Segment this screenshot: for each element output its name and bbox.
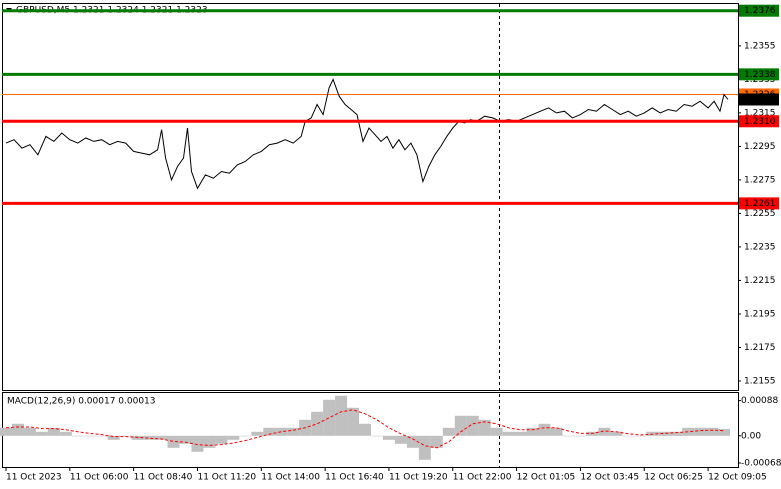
y-tick-label: 1.2155 [744,376,776,386]
level-label-box [739,115,779,128]
macd-bar [311,411,324,436]
macd-bar [347,407,360,436]
macd-bar [83,435,96,437]
macd-bar [71,435,84,437]
x-tick-label: 11 Oct 14:00 [261,473,320,483]
macd-title: MACD(12,26,9) 0.00017 0.00013 [7,397,156,407]
y-tick-label: 1.2255 [744,209,776,219]
macd-bar [418,435,431,460]
macd-bar [23,427,36,436]
y-tick-label: 1.2235 [744,242,776,252]
last-price-box [739,93,779,106]
macd-bar [454,415,467,436]
macd-bar [215,435,228,444]
macd-bar [179,435,192,444]
macd-bar [191,435,204,452]
macd-bar [658,431,671,436]
signal-line [5,409,725,449]
macd-bar [251,431,264,436]
macd-bar [670,431,683,436]
macd-bar [394,435,407,444]
macd-bar [59,431,72,436]
x-tick-label: 11 Oct 11:20 [197,473,256,483]
macd-bar [227,435,240,440]
macd-bar [430,435,443,448]
y-tick-label: 1.2215 [744,276,776,286]
macd-bar [718,429,731,436]
x-tick-label: 12 Oct 09:05 [708,473,767,483]
macd-bar [382,435,395,440]
y-tick-label: -0.00068 [741,459,781,469]
y-tick-label: 1.2295 [744,142,776,152]
macd-bar [694,427,707,436]
level-label: 1.2261 [744,199,776,209]
macd-bar [538,423,551,436]
macd-bar [47,427,60,436]
level-label: 1.2376 [744,6,776,16]
y-tick-label: 1.2275 [744,175,776,185]
price-line [5,78,729,190]
x-tick-label: 12 Oct 01:05 [517,473,576,483]
x-tick-label: 11 Oct 16:40 [325,473,384,483]
macd-bar [167,435,180,448]
macd-bar [442,427,455,436]
y-tick-label: 0.00088 [741,396,778,406]
level-label-box [739,68,779,81]
macd-bar [562,435,575,437]
macd-bar [706,427,719,436]
macd-bar [203,435,216,448]
macd-bar [574,435,587,437]
macd-bar [263,427,276,436]
macd-bar [550,427,563,436]
last-price-label: 1.2323 [744,95,776,105]
level-label-box [739,4,779,17]
macd-bar [634,435,647,437]
x-tick-label: 11 Oct 08:40 [134,473,193,483]
macd-bar [610,431,623,436]
level-label: 1.2338 [744,70,776,80]
x-tick-label: 12 Oct 03:45 [580,473,639,483]
macd-bar [406,435,419,448]
macd-bar [490,427,503,436]
macd-bar [11,423,24,436]
x-tick-label: 12 Oct 06:25 [644,473,703,483]
macd-bar [95,435,108,437]
y-tick-label: 1.2355 [744,41,776,51]
macd-bar [0,427,12,436]
macd-bar [323,399,336,436]
macd-bar [478,419,491,436]
price-frame [2,3,739,391]
macd-bar [526,427,539,436]
macd-bar [598,427,611,436]
y-tick-label: 1.2195 [744,309,776,319]
y-tick-label: 1.2315 [744,108,776,118]
macd-bar [107,435,120,440]
macd-bar [287,427,300,436]
x-tick-label: 11 Oct 19:20 [389,473,448,483]
macd-bar [119,435,132,437]
macd-bar [35,431,48,436]
x-tick-label: 11 Oct 22:00 [453,473,512,483]
macd-bar [335,395,348,436]
y-tick-label: 1.2175 [744,343,776,353]
macd-bar [622,435,635,437]
macd-bar [239,435,252,437]
macd-bar [143,435,156,440]
x-tick-label: 11 Oct 06:00 [70,473,129,483]
macd-bar [466,415,479,436]
macd-bar [155,435,168,440]
x-tick-label: 11 Oct 2023 [6,473,62,483]
macd-bar [359,423,372,436]
macd-bar [370,435,383,437]
y-tick-label: 0.00 [741,431,761,441]
macd-bar [502,431,515,436]
macd-bar [514,431,527,436]
level-label-box [739,197,779,210]
level-label: 1.2310 [744,117,776,127]
